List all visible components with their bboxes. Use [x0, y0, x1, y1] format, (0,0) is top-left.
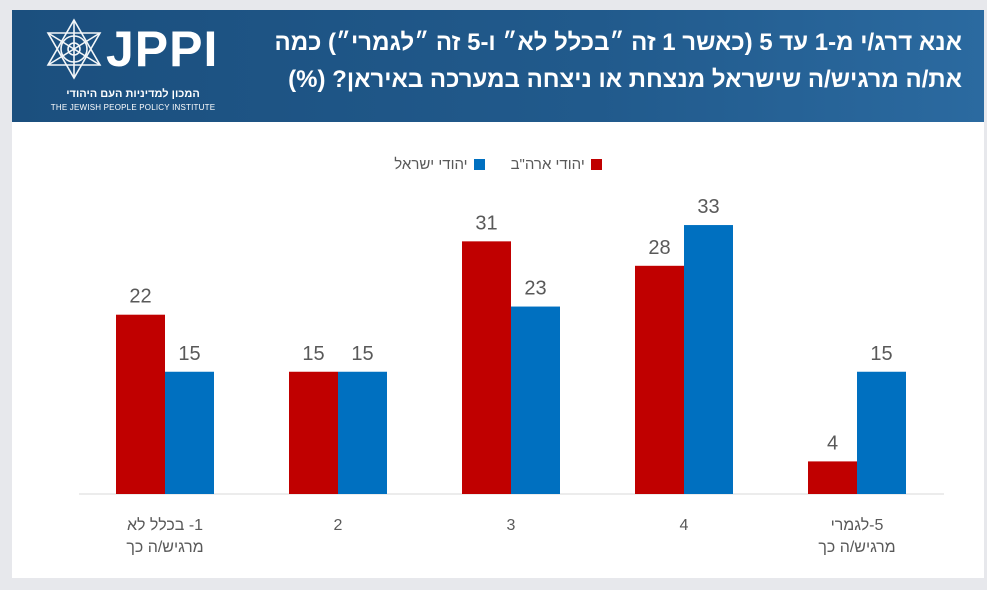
- logo-wordmark: JPPI: [106, 21, 219, 77]
- legend-swatch-us-jews: [590, 158, 602, 170]
- data-label-israel-jews-5: 15: [870, 343, 892, 365]
- legend-label-us-jews: יהודי ארה"ב: [510, 155, 585, 173]
- chart-card: JPPI המכון למדיניות העם היהודי THE JEWIS…: [12, 10, 984, 578]
- bar-us-jews-4: [635, 265, 684, 494]
- data-label-us-jews-2: 15: [302, 343, 324, 365]
- data-label-us-jews-3: 31: [475, 212, 497, 234]
- chart-legend: יהודי ארה"ב יהודי ישראל: [12, 152, 984, 176]
- header-banner: JPPI המכון למדיניות העם היהודי THE JEWIS…: [12, 10, 984, 122]
- category-label-3: 3: [507, 517, 516, 534]
- bar-us-jews-5: [808, 461, 857, 494]
- category-label-4: 4: [680, 517, 689, 534]
- bar-us-jews-1: [116, 314, 165, 494]
- chart-title: אנא דרג/י מ-1 עד 5 (כאשר 1 זה ״בכלל לא״ …: [274, 29, 962, 93]
- logo-hebrew-name: המכון למדיניות העם היהודי: [66, 88, 200, 100]
- bar-israel-jews-3: [511, 306, 560, 494]
- legend-item-israel-jews: יהודי ישראל: [394, 155, 485, 173]
- bar-israel-jews-2: [338, 371, 387, 494]
- logo-english-name: THE JEWISH PEOPLE POLICY INSTITUTE: [50, 103, 216, 112]
- bar-us-jews-3: [462, 241, 511, 494]
- data-label-us-jews-5: 4: [827, 432, 838, 454]
- bar-israel-jews-5: [857, 371, 906, 494]
- legend-item-us-jews: יהודי ארה"ב: [511, 156, 602, 173]
- data-label-us-jews-1: 22: [129, 286, 151, 308]
- category-label-2: 2: [334, 517, 343, 534]
- data-label-us-jews-4: 28: [648, 237, 670, 259]
- data-label-israel-jews-4: 33: [697, 196, 719, 218]
- legend-swatch-israel-jews: [473, 158, 485, 170]
- jppi-logo: JPPI המכון למדיניות העם היהודי THE JEWIS…: [42, 16, 222, 116]
- data-label-israel-jews-3: 23: [524, 278, 546, 300]
- bar-israel-jews-4: [684, 225, 733, 495]
- category-label-1: 1- בכלל לא מרגיש/ה כך: [126, 516, 203, 556]
- data-label-israel-jews-2: 15: [351, 343, 373, 365]
- legend-label-israel-jews: יהודי ישראל: [394, 155, 468, 173]
- category-label-5: 5-לגמרי מרגיש/ה כך: [818, 516, 895, 556]
- bar-us-jews-2: [289, 371, 338, 494]
- data-label-israel-jews-1: 15: [178, 343, 200, 365]
- bar-israel-jews-1: [165, 371, 214, 494]
- star-of-david-logo-icon: [46, 18, 102, 80]
